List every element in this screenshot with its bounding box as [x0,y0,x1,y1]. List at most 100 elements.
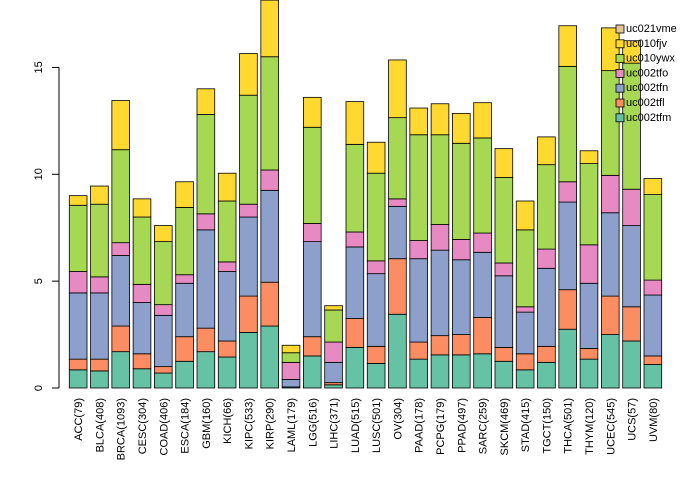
bar-segment-uc010fjv [366,141,386,174]
legend-swatch-uc002tfl [615,98,625,108]
bar-segment-uc002tfn [430,249,450,337]
y-tick-label: 5 [33,278,45,284]
bar-segment-uc010fjv [217,172,237,202]
bar-segment-uc010ywx [345,143,365,233]
y-tick-label: 10 [33,168,45,180]
bar-segment-uc002tfn [175,282,194,338]
bar-segment-uc010fjv [281,344,301,354]
bar-segment-uc010ywx [154,241,173,306]
x-tick-label: SARC(259) [478,398,490,454]
bar-segment-uc002tfm [643,364,663,389]
legend-label-uc002tfn: uc002tfn [626,82,668,94]
bar-segment-uc002tfn [366,273,386,347]
legend-label-uc010fjv: uc010fjv [626,38,667,50]
bar-segment-uc002tfm [452,354,471,389]
bar-segment-uc002tfl [217,340,237,358]
bar-segment-uc010ywx [260,56,279,171]
legend-label-uc002tfl: uc002tfl [626,97,665,109]
bar-segment-uc002tfn [68,292,88,360]
bar-segment-uc010ywx [537,164,556,250]
bar-segment-uc002tfo [579,244,599,284]
bar-segment-uc002tfm [175,360,194,389]
bar-segment-uc010fjv [452,112,471,144]
bar-segment-uc002tfo [239,203,258,218]
y-tick-label: 15 [33,61,45,73]
bar-segment-uc002tfn [473,251,492,318]
bar-segment-uc010fjv [345,101,365,145]
bar-segment-uc002tfl [409,341,428,360]
x-tick-label: BLCA(408) [94,398,106,452]
bar-segment-uc010ywx [281,352,301,363]
bar-segment-uc002tfl [260,281,279,327]
bar-segment-uc002tfn [111,255,130,327]
bar-segment-uc002tfl [643,355,663,365]
bar-segment-uc010ywx [196,114,216,215]
legend-label-uc021vme: uc021vme [626,23,677,35]
bar-segment-uc002tfn [409,258,428,343]
x-tick-label: KIRP(290) [265,398,277,449]
bar-segment-uc002tfn [579,282,599,349]
bar-segment-uc002tfl [111,325,130,353]
bar-segment-uc002tfm [303,355,322,389]
bar-segment-uc002tfm [132,368,152,389]
bar-segment-uc002tfo [388,198,407,207]
bar-segment-uc002tfn [494,275,514,348]
x-tick-label: LAML(179) [286,398,298,452]
bar-segment-uc010fjv [154,225,173,243]
bar-segment-uc002tfm [494,360,514,389]
bar-segment-uc010fjv [90,185,109,205]
bar-segment-uc002tfo [452,239,471,261]
bar-segment-uc002tfl [366,345,386,364]
bar-segment-uc002tfo [537,248,556,269]
bar-segment-uc002tfm [345,346,365,389]
bar-segment-uc002tfo [175,274,194,284]
x-tick-label: STAD(415) [520,398,532,452]
bar-segment-uc002tfl [68,358,88,371]
bar-segment-uc002tfm [154,372,173,389]
bar-segment-uc010ywx [494,177,514,264]
bar-segment-uc002tfo [132,283,152,303]
bar-segment-uc010ywx [217,200,237,263]
bar-segment-uc002tfm [366,363,386,389]
bar-segment-uc002tfm [324,384,343,389]
bar-segment-uc002tfo [281,361,301,380]
bar-segment-uc002tfo [515,306,535,313]
legend-swatch-uc010ywx [615,54,625,63]
x-tick-label: KIPC(533) [243,398,255,449]
x-tick-label: SKCM(469) [499,398,511,455]
bar-segment-uc002tfn [558,201,577,291]
bar-segment-uc010ywx [388,117,407,200]
bar-segment-uc002tfo [430,224,450,251]
bar-segment-uc002tfo [558,181,577,203]
bar-segment-uc002tfm [537,361,556,389]
bar-segment-uc010ywx [324,309,343,343]
x-tick-label: COAD(406) [158,398,170,455]
legend-swatch-uc002tfm [615,113,625,123]
bar-segment-uc010fjv [579,150,599,164]
x-tick-label: ACC(79) [73,398,85,441]
x-tick-label: OV(304) [392,398,404,440]
bar-segment-uc002tfo [324,341,343,363]
x-tick-label: KICH(66) [222,398,234,444]
bar-segment-uc002tfo [111,242,130,256]
y-axis: 0 5 10 15 [33,61,60,391]
x-axis: ACC(79) BLCA(408) BRCA(1093) CESC(304) COAD(… [73,398,660,460]
bar-segment-uc010fjv [111,100,130,151]
bar-segment-uc002tfo [217,261,237,272]
bar-segment-uc002tfl [196,327,216,353]
bar-segment-uc002tfn [90,292,109,360]
x-tick-label: LGG(516) [307,398,319,447]
bar-segment-uc010fjv [643,178,663,195]
bar-segment-uc010ywx [579,163,599,246]
bar-segment-uc002tfn [260,189,279,283]
y-tick-label: 0 [33,385,45,391]
bar-segment-uc002tfn [303,241,322,338]
bar-segment-uc002tfo [90,276,109,294]
bar-segment-uc002tfm [260,325,279,389]
bar-segment-uc010ywx [175,207,194,276]
bar-segment-uc002tfm [217,356,237,389]
bar-segment-uc002tfl [154,366,173,374]
x-tick-label: UCS(57) [627,398,639,441]
bar-segment-uc002tfn [537,267,556,347]
bar-segment-uc010fjv [196,88,216,115]
